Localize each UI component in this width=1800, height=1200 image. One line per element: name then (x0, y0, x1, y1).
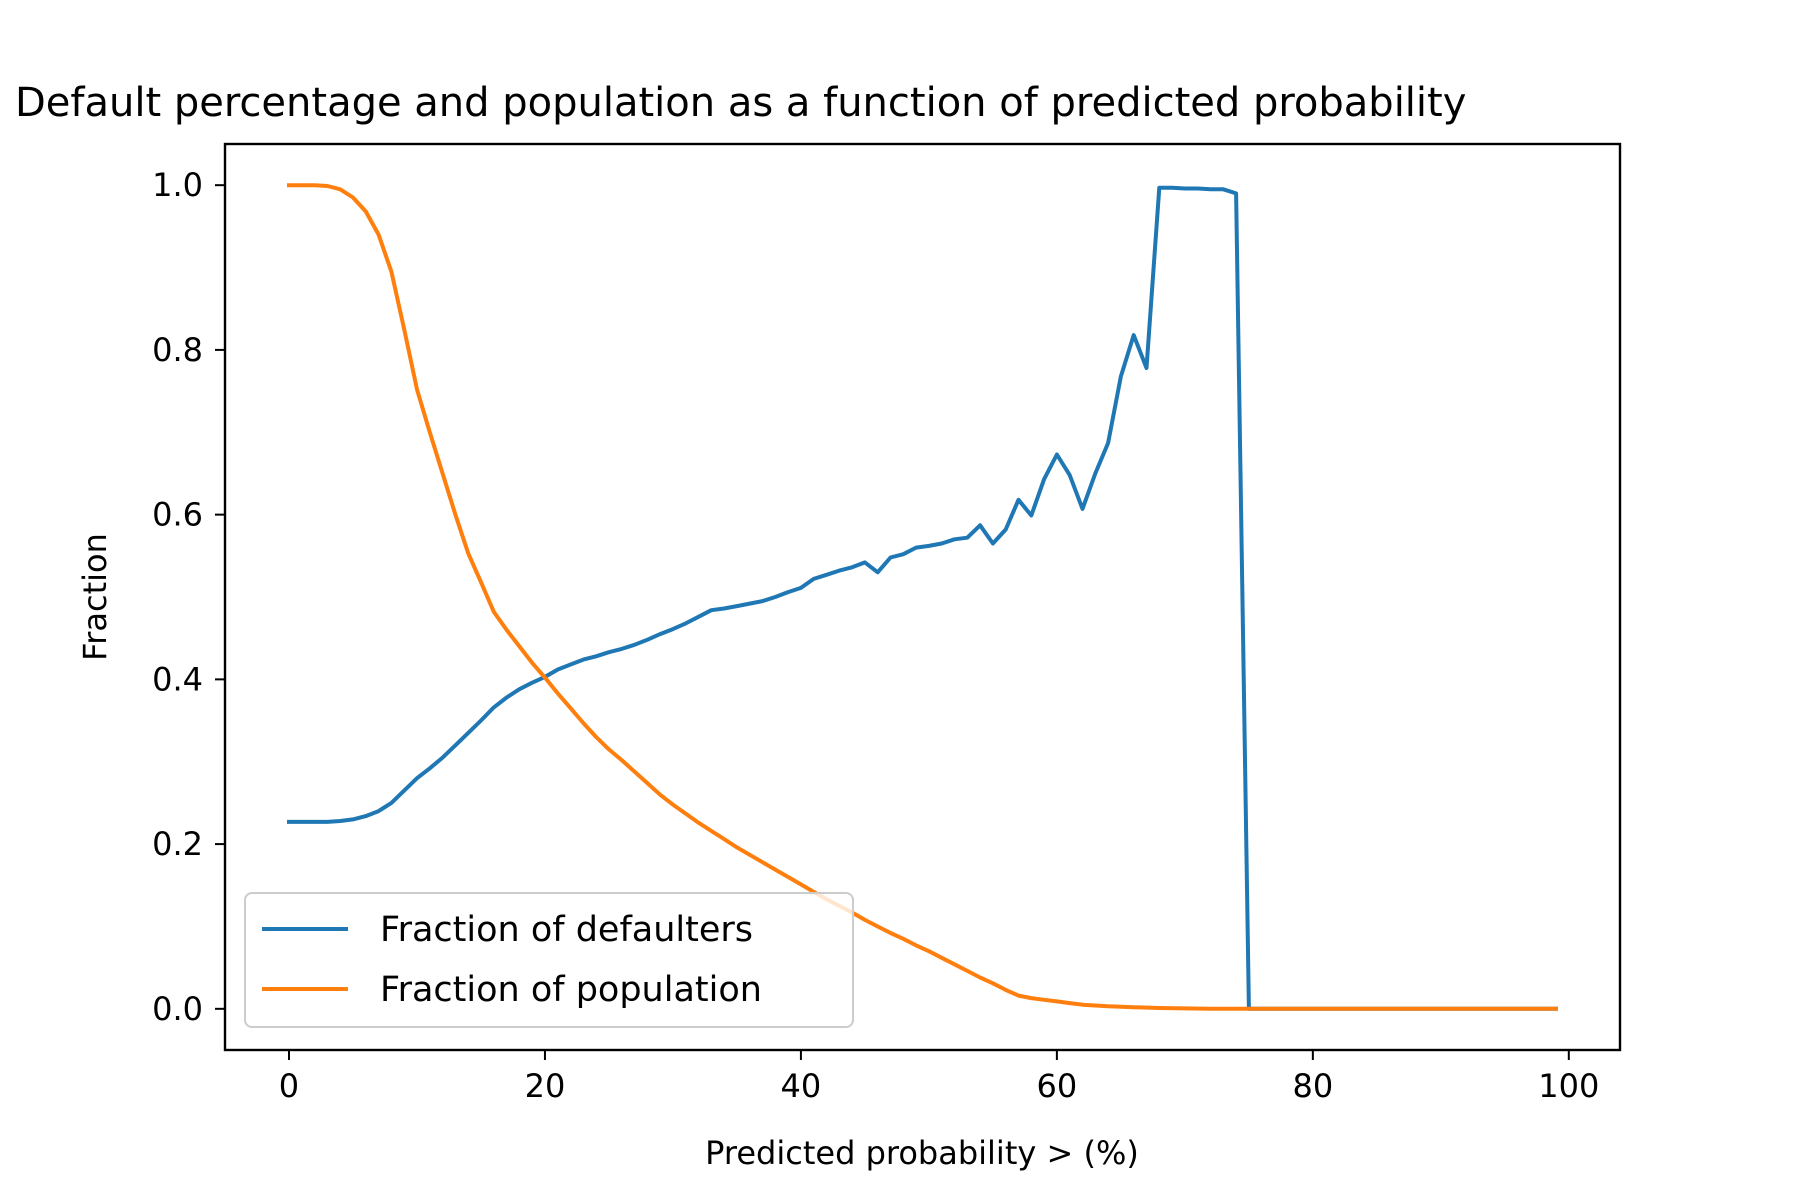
legend: Fraction of defaulters Fraction of popul… (244, 892, 854, 1028)
series-lines (287, 183, 1558, 1011)
x-axis-ticks: 0 20 40 60 80 100 (279, 1050, 1599, 1105)
legend-label-population: Fraction of population (380, 970, 762, 1010)
y-tick-label: 0.6 (152, 496, 203, 534)
x-tick-label: 100 (1538, 1067, 1599, 1105)
y-axis-title: Fraction (76, 533, 114, 661)
legend-box (244, 892, 854, 1028)
axes-frame (223, 142, 1622, 1052)
legend-label-defaulters: Fraction of defaulters (380, 910, 753, 950)
y-axis-ticks: 0.0 0.2 0.4 0.6 0.8 1.0 (152, 166, 225, 1028)
x-axis-title: Predicted probability > (%) (705, 1134, 1139, 1172)
x-tick-label: 20 (525, 1067, 566, 1105)
series-line-population (287, 183, 1558, 1011)
chart-title: Default percentage and population as a f… (15, 80, 1466, 126)
y-tick-label: 0.0 (152, 990, 203, 1028)
x-tick-label: 0 (279, 1067, 299, 1105)
y-tick-label: 0.2 (152, 825, 203, 863)
y-tick-label: 0.8 (152, 331, 203, 369)
series-line-defaulters (287, 185, 1558, 1011)
y-tick-label: 0.4 (152, 660, 203, 698)
x-tick-label: 40 (781, 1067, 822, 1105)
x-tick-label: 80 (1292, 1067, 1333, 1105)
x-tick-label: 60 (1037, 1067, 1078, 1105)
y-tick-label: 1.0 (152, 166, 203, 204)
